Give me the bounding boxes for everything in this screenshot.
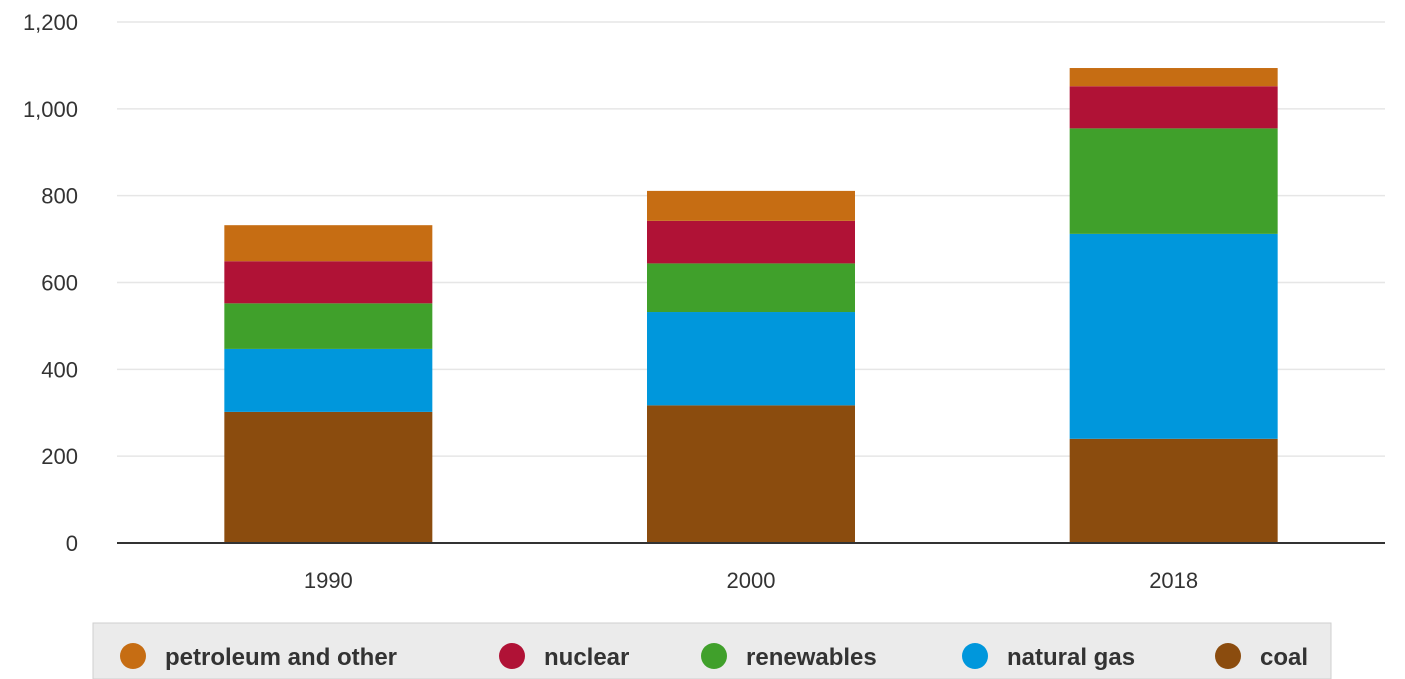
bar-segment-coal-2000[interactable] — [647, 405, 855, 543]
legend-marker-renewables — [701, 643, 727, 669]
bar-segment-renewables-2018[interactable] — [1069, 128, 1278, 234]
bar-segment-renewables-1990[interactable] — [224, 303, 433, 349]
legend-marker-natural-gas — [962, 643, 988, 669]
y-tick-label: 600 — [41, 271, 78, 296]
bar-segment-nuclear-2018[interactable] — [1069, 86, 1278, 129]
x-tick-label: 2018 — [1149, 568, 1198, 593]
y-tick-label: 1,000 — [23, 97, 78, 122]
bar-segment-natural-gas-1990[interactable] — [224, 348, 433, 412]
legend-marker-nuclear — [499, 643, 525, 669]
x-tick-label: 1990 — [304, 568, 353, 593]
bar-segment-petroleum-and-other-2018[interactable] — [1069, 68, 1278, 87]
x-axis-tick-labels: 1990 2000 2018 — [304, 568, 1198, 593]
legend: petroleum and other nuclear renewables natu… — [92, 622, 1332, 679]
y-tick-label: 400 — [41, 357, 78, 382]
bars — [224, 68, 1278, 543]
legend-marker-coal — [1215, 643, 1241, 669]
legend-label-renewables[interactable]: renewables — [746, 644, 877, 671]
x-tick-label: 2000 — [727, 568, 776, 593]
bar-segment-nuclear-2000[interactable] — [647, 220, 855, 264]
legend-label-nuclear[interactable]: nuclear — [544, 644, 629, 671]
y-axis-tick-labels: 0 200 400 600 800 1,000 1,200 — [23, 10, 78, 556]
bar-segment-renewables-2000[interactable] — [647, 263, 855, 313]
legend-label-natural-gas[interactable]: natural gas — [1007, 644, 1135, 671]
legend-label-coal[interactable]: coal — [1260, 644, 1308, 671]
bar-segment-petroleum-and-other-1990[interactable] — [224, 225, 433, 262]
y-tick-label: 1,200 — [23, 10, 78, 35]
y-tick-label: 200 — [41, 444, 78, 469]
bar-segment-natural-gas-2018[interactable] — [1069, 233, 1278, 439]
bar-segment-nuclear-1990[interactable] — [224, 261, 433, 304]
bar-segment-natural-gas-2000[interactable] — [647, 312, 855, 406]
bar-segment-coal-2018[interactable] — [1069, 438, 1278, 543]
bar-segment-coal-1990[interactable] — [224, 411, 433, 543]
y-tick-label: 800 — [41, 184, 78, 209]
y-tick-label: 0 — [66, 531, 78, 556]
legend-marker-petroleum-and-other — [120, 643, 146, 669]
legend-label-petroleum-and-other[interactable]: petroleum and other — [165, 644, 397, 671]
bar-segment-petroleum-and-other-2000[interactable] — [647, 190, 855, 221]
